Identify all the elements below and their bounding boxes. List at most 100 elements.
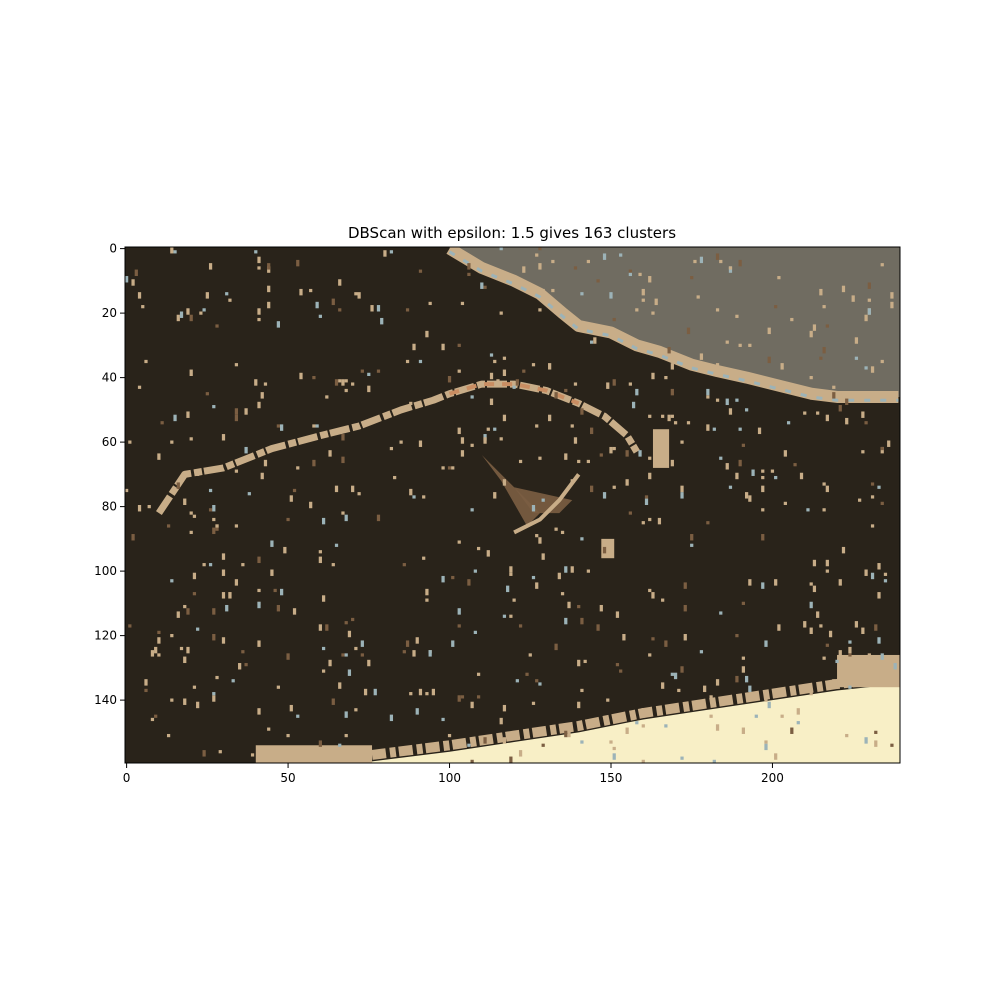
noise-pixel	[393, 475, 397, 480]
noise-pixel	[538, 263, 542, 270]
noise-pixel	[535, 424, 539, 428]
noise-pixel	[286, 733, 290, 738]
noise-pixel	[380, 317, 384, 325]
noise-pixel	[528, 653, 532, 657]
noise-pixel	[257, 401, 261, 409]
noise-pixel	[622, 634, 626, 641]
noise-pixel	[212, 517, 216, 522]
noise-pixel	[415, 708, 419, 715]
y-tick-label: 0	[109, 242, 117, 256]
noise-pixel	[748, 685, 752, 693]
noise-pixel	[131, 279, 135, 286]
noise-pixel	[715, 398, 720, 402]
noise-pixel	[835, 659, 839, 664]
noise-pixel	[170, 698, 174, 702]
noise-pixel	[389, 714, 394, 722]
noise-pixel	[341, 434, 345, 441]
noise-pixel	[341, 511, 345, 515]
noise-pixel	[838, 579, 842, 586]
noise-pixel	[250, 753, 255, 757]
noise-pixel	[128, 440, 132, 444]
noise-pixel	[845, 417, 849, 425]
noise-pixel	[257, 601, 261, 609]
noise-pixel	[296, 259, 300, 267]
noise-pixel	[570, 566, 574, 573]
noise-pixel	[783, 450, 787, 457]
noise-pixel	[822, 482, 826, 486]
noise-pixel	[541, 498, 545, 502]
noise-pixel	[870, 572, 875, 580]
noise-pixel	[764, 695, 768, 702]
noise-pixel	[289, 495, 293, 502]
noise-pixel	[273, 588, 277, 593]
noise-pixel	[848, 685, 852, 689]
noise-pixel	[644, 495, 649, 499]
noise-pixel	[570, 424, 574, 428]
noise-pixel	[567, 601, 571, 609]
noise-pixel	[344, 379, 348, 383]
noise-pixel	[535, 253, 539, 257]
noise-pixel	[409, 488, 413, 496]
noise-pixel	[854, 337, 859, 344]
noise-pixel	[845, 733, 849, 738]
noise-pixel	[457, 427, 461, 435]
noise-pixel	[460, 695, 465, 699]
noise-pixel	[312, 424, 316, 428]
noise-pixel	[661, 682, 665, 689]
noise-pixel	[212, 527, 216, 535]
noise-pixel	[609, 292, 613, 299]
noise-pixel	[638, 450, 642, 457]
noise-pixel	[221, 553, 226, 560]
noise-pixel	[418, 269, 423, 273]
noise-pixel	[260, 392, 264, 399]
noise-pixel	[851, 295, 855, 302]
noise-pixel	[783, 501, 787, 505]
noise-pixel	[263, 459, 268, 467]
noise-pixel	[648, 653, 652, 657]
noise-pixel	[680, 440, 684, 444]
noise-pixel	[137, 505, 142, 512]
noise-pixel	[179, 311, 184, 318]
noise-pixel	[425, 588, 429, 596]
noise-pixel	[321, 669, 326, 673]
noise-pixel	[241, 563, 245, 567]
noise-pixel	[680, 485, 684, 493]
noise-pixel	[299, 288, 303, 296]
noise-pixel	[680, 492, 684, 499]
noise-pixel	[276, 321, 280, 328]
noise-pixel	[409, 401, 413, 406]
noise-pixel	[493, 492, 497, 499]
noise-pixel	[706, 424, 710, 431]
noise-pixel	[538, 308, 542, 312]
noise-pixel	[890, 301, 894, 309]
noise-pixel	[816, 611, 820, 618]
plot-frame	[124, 246, 901, 764]
y-tick-label: 40	[102, 371, 117, 385]
noise-pixel	[476, 695, 481, 699]
noise-pixel	[812, 324, 817, 331]
noise-pixel	[867, 308, 871, 315]
noise-pixel	[683, 582, 687, 589]
noise-pixel	[334, 543, 339, 547]
noise-pixel	[476, 672, 481, 676]
noise-pixel	[225, 604, 229, 612]
noise-pixel	[741, 666, 745, 673]
noise-pixel	[257, 708, 261, 715]
noise-pixel	[205, 392, 209, 396]
noise-pixel	[654, 298, 658, 306]
noise-pixel	[602, 546, 607, 554]
noise-pixel	[208, 508, 213, 512]
noise-pixel	[189, 511, 193, 515]
noise-pixel	[357, 292, 361, 299]
noise-pixel	[360, 640, 364, 647]
noise-pixel	[515, 679, 519, 683]
noise-pixel	[312, 459, 316, 467]
noise-pixel	[761, 582, 765, 589]
noise-pixel	[748, 579, 752, 586]
noise-pixel	[276, 685, 280, 689]
noise-pixel	[764, 743, 768, 751]
noise-pixel	[212, 405, 216, 409]
noise-pixel	[628, 272, 632, 277]
noise-pixel	[777, 624, 781, 631]
noise-pixel	[667, 414, 671, 422]
